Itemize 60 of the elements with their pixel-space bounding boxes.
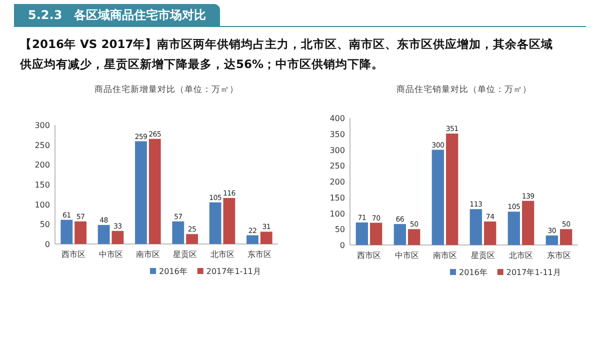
bar <box>98 224 110 244</box>
y-tick-label: 400 <box>330 114 345 123</box>
x-tick-label: 中市区 <box>98 250 123 259</box>
x-tick-label: 北市区 <box>210 250 234 259</box>
x-tick-label: 星贡区 <box>471 251 495 260</box>
y-tick-label: 150 <box>34 180 50 190</box>
legend-label: 2016年 <box>159 267 188 276</box>
x-tick-label: 星贡区 <box>173 250 198 259</box>
y-tick-label: 200 <box>330 178 345 186</box>
y-tick-label: 150 <box>330 193 345 202</box>
x-tick-label: 南市区 <box>136 250 160 259</box>
bar <box>209 202 222 244</box>
x-tick-label: 西市区 <box>62 250 86 259</box>
bar <box>186 234 198 244</box>
bar <box>223 198 236 244</box>
bar <box>246 235 258 244</box>
y-tick-label: 350 <box>330 130 345 139</box>
y-tick-label: 300 <box>34 121 50 130</box>
bar <box>446 134 458 245</box>
y-tick-label: 300 <box>330 146 345 155</box>
bar <box>394 224 406 245</box>
x-tick-label: 东市区 <box>247 250 272 259</box>
bar <box>74 221 86 244</box>
bar <box>546 235 558 245</box>
y-tick-label: 0 <box>44 240 50 249</box>
bar <box>356 222 368 245</box>
bar <box>60 220 73 244</box>
x-tick-label: 东市区 <box>547 251 571 260</box>
y-tick-label: 0 <box>340 241 345 250</box>
x-tick-label: 北市区 <box>509 251 533 260</box>
bar <box>508 212 520 245</box>
x-tick-label: 西市区 <box>357 251 381 260</box>
y-tick-label: 250 <box>34 140 50 150</box>
y-tick-label: 250 <box>330 162 345 171</box>
bar <box>470 209 482 245</box>
x-tick-label: 中市区 <box>395 251 419 260</box>
legend-label: 2017年1-11月 <box>506 268 561 277</box>
y-tick-label: 50 <box>334 225 345 234</box>
bar <box>522 200 534 245</box>
bar <box>172 221 184 244</box>
legend-label: 2017年1-11月 <box>206 267 261 276</box>
bar <box>148 138 161 244</box>
y-tick-label: 100 <box>330 209 345 218</box>
text: 5.2.3 各区域商品住宅市场对比 <box>14 4 220 26</box>
legend-label: 2016年 <box>459 268 488 277</box>
bar <box>112 230 124 244</box>
y-tick-label: 100 <box>34 200 50 210</box>
bar <box>560 229 572 245</box>
y-tick-label: 50 <box>40 220 50 230</box>
text: 【2016年 VS 2017年】南市区两年供销均占主力，北市区、南市区、东市区供应增加，其余各区域供应均有减少，星贡区新增下降最多，达56%；中市区供销均下降。 <box>20 36 554 73</box>
bar <box>408 229 420 245</box>
y-tick-label: 200 <box>34 160 50 170</box>
chart-title: 商品住宅新增量对比（单位：万㎡） <box>94 84 238 95</box>
bar <box>260 232 272 244</box>
bar <box>432 150 444 245</box>
x-tick-label: 南市区 <box>433 251 457 260</box>
bar <box>484 222 496 245</box>
chart-title: 商品住宅销量对比（单位：万㎡） <box>396 84 532 95</box>
bar <box>370 222 382 245</box>
bar <box>135 141 147 244</box>
